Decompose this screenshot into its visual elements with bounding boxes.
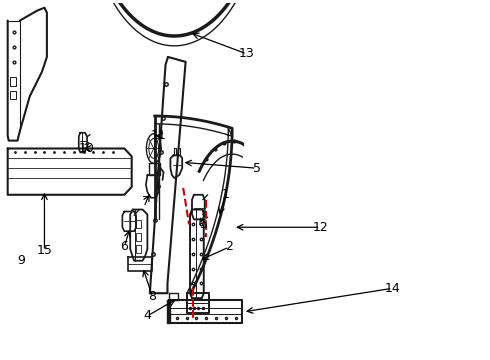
Text: 4: 4 xyxy=(144,309,151,322)
Bar xyxy=(168,304,170,308)
Bar xyxy=(136,233,141,241)
Bar xyxy=(10,91,16,99)
Text: 13: 13 xyxy=(239,48,255,60)
Bar xyxy=(136,245,141,253)
Bar xyxy=(136,220,141,228)
Text: 5: 5 xyxy=(253,162,261,175)
Text: 10: 10 xyxy=(79,142,95,155)
Text: 1: 1 xyxy=(222,188,230,201)
Text: 6: 6 xyxy=(121,240,128,253)
Text: 3: 3 xyxy=(199,218,207,231)
Bar xyxy=(168,316,170,320)
Text: 14: 14 xyxy=(385,282,400,295)
Text: 8: 8 xyxy=(148,290,156,303)
Text: 12: 12 xyxy=(313,221,328,234)
Bar xyxy=(10,77,16,86)
Text: 15: 15 xyxy=(37,244,52,257)
Text: 9: 9 xyxy=(18,254,25,267)
Bar xyxy=(168,310,170,314)
Text: 2: 2 xyxy=(225,240,233,253)
Text: 7: 7 xyxy=(142,195,150,208)
Text: 11: 11 xyxy=(151,129,167,142)
